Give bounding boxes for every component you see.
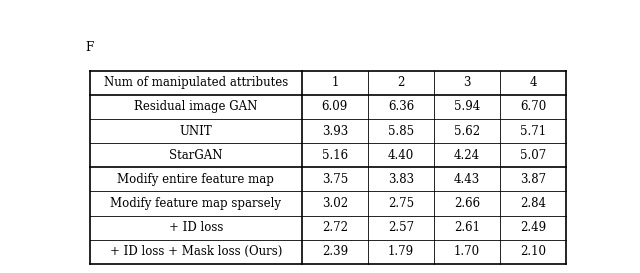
Text: 2.72: 2.72 — [322, 221, 348, 234]
Text: 5.07: 5.07 — [520, 149, 546, 162]
Text: 1.70: 1.70 — [454, 245, 480, 259]
Text: 3.83: 3.83 — [388, 173, 414, 186]
Text: + ID loss + Mask loss (Ours): + ID loss + Mask loss (Ours) — [109, 245, 282, 259]
Text: 5.85: 5.85 — [388, 124, 414, 138]
Text: 3.93: 3.93 — [322, 124, 348, 138]
Text: 4.43: 4.43 — [454, 173, 480, 186]
Text: Num of manipulated attributes: Num of manipulated attributes — [104, 76, 288, 89]
Text: 6.09: 6.09 — [322, 100, 348, 113]
Text: F: F — [85, 41, 93, 54]
Text: 2.49: 2.49 — [520, 221, 546, 234]
Text: Modify entire feature map: Modify entire feature map — [117, 173, 275, 186]
Text: + ID loss: + ID loss — [169, 221, 223, 234]
Text: Modify feature map sparsely: Modify feature map sparsely — [110, 197, 282, 210]
Text: 1: 1 — [331, 76, 339, 89]
Text: 2: 2 — [397, 76, 404, 89]
Text: 4: 4 — [529, 76, 537, 89]
Text: 6.36: 6.36 — [388, 100, 414, 113]
Text: 5.71: 5.71 — [520, 124, 546, 138]
Text: 3: 3 — [463, 76, 471, 89]
Text: UNIT: UNIT — [179, 124, 212, 138]
Text: 2.84: 2.84 — [520, 197, 546, 210]
Text: 2.66: 2.66 — [454, 197, 480, 210]
Text: 3.75: 3.75 — [322, 173, 348, 186]
Text: 4.40: 4.40 — [388, 149, 414, 162]
Text: 2.75: 2.75 — [388, 197, 414, 210]
Text: StarGAN: StarGAN — [169, 149, 223, 162]
Text: 3.87: 3.87 — [520, 173, 546, 186]
Text: 2.61: 2.61 — [454, 221, 480, 234]
Text: 2.57: 2.57 — [388, 221, 414, 234]
Text: 6.70: 6.70 — [520, 100, 546, 113]
Text: 2.39: 2.39 — [322, 245, 348, 259]
Text: 1.79: 1.79 — [388, 245, 414, 259]
Text: 3.02: 3.02 — [322, 197, 348, 210]
Text: 5.16: 5.16 — [322, 149, 348, 162]
Text: Residual image GAN: Residual image GAN — [134, 100, 257, 113]
Text: 5.94: 5.94 — [454, 100, 480, 113]
Text: 2.10: 2.10 — [520, 245, 546, 259]
Text: 5.62: 5.62 — [454, 124, 480, 138]
Text: 4.24: 4.24 — [454, 149, 480, 162]
